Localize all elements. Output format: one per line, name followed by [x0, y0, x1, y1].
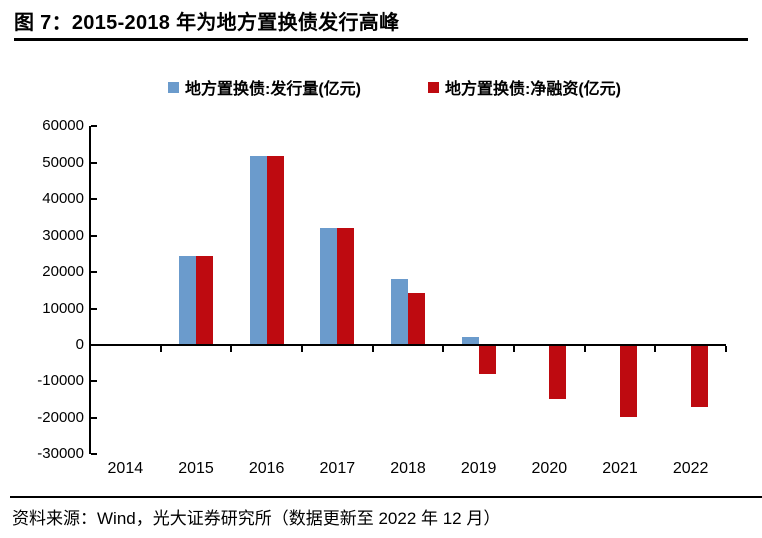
x-axis-category-label: 2014 — [107, 460, 144, 477]
y-axis-tick-mark — [91, 161, 97, 164]
legend-swatch-issuance-icon — [168, 81, 179, 93]
y-axis-tick-label: -20000 — [37, 408, 84, 426]
title-underline — [14, 38, 748, 41]
bar-net-financing-2018 — [408, 293, 425, 345]
y-axis-tick-mark — [91, 198, 97, 201]
y-axis-tick-label: 20000 — [42, 263, 84, 281]
bar-net-financing-2019 — [478, 345, 496, 374]
x-axis-category-label: 2021 — [602, 460, 638, 477]
y-axis-tick-mark — [91, 125, 97, 128]
y-axis-tick-mark — [91, 453, 97, 456]
bar-net-financing-2017 — [337, 227, 355, 345]
legend-swatch-net-financing-icon — [428, 81, 439, 93]
x-axis-category-label: 2015 — [178, 460, 214, 477]
bar-issuance-2017 — [320, 227, 338, 345]
y-axis-tick-label: 50000 — [42, 153, 84, 171]
x-axis-tick-mark — [159, 346, 162, 352]
bar-issuance-2019 — [461, 337, 479, 345]
x-axis-tick-mark — [301, 346, 303, 352]
chart-title: 图 7：2015-2018 年为地方置换债发行高峰 — [14, 12, 400, 34]
x-axis-tick-mark — [513, 346, 515, 352]
x-axis-tick-mark — [89, 346, 91, 352]
bar-net-financing-2016 — [266, 156, 284, 345]
x-axis-category-label: 2017 — [319, 460, 356, 477]
y-axis-tick-mark — [91, 380, 97, 383]
x-axis-category-label: 2022 — [672, 460, 709, 477]
y-axis-tick-label: -30000 — [37, 445, 84, 463]
x-axis-tick-mark — [371, 346, 374, 352]
bar-issuance-2016 — [249, 156, 267, 345]
x-axis-category-label: 2016 — [248, 460, 285, 477]
x-axis-zero-line — [89, 344, 726, 346]
y-axis-tick-mark — [91, 416, 97, 419]
bar-issuance-2015 — [179, 256, 196, 345]
x-axis-tick-mark — [442, 346, 445, 352]
legend-entry-net-financing: 地方置换债:净融资(亿元) — [428, 77, 621, 98]
y-axis-tick-label: 0 — [75, 336, 84, 353]
x-axis-category-label: 2020 — [531, 460, 568, 477]
bar-net-financing-2020 — [549, 345, 567, 399]
bar-net-financing-2015 — [196, 256, 213, 345]
y-axis-tick-mark — [91, 271, 97, 274]
x-axis-tick-mark — [230, 346, 233, 352]
legend-entry-issuance: 地方置换债:发行量(亿元) — [168, 77, 361, 98]
x-axis-tick-mark — [583, 346, 586, 352]
y-axis-tick-label: -10000 — [37, 372, 84, 390]
y-axis-tick-label: 10000 — [42, 299, 84, 317]
x-axis-category-label: 2018 — [390, 460, 426, 477]
bar-issuance-2018 — [391, 279, 408, 345]
y-axis-line — [89, 126, 91, 455]
legend-label-net-financing: 地方置换债:净融资(亿元) — [445, 81, 621, 98]
footer-divider — [10, 496, 762, 498]
y-axis-tick-mark — [91, 234, 97, 237]
x-axis-category-label: 2019 — [460, 460, 497, 477]
y-axis-tick-mark — [91, 307, 97, 310]
legend-label-issuance: 地方置换债:发行量(亿元) — [185, 81, 361, 98]
x-axis-tick-mark — [725, 346, 727, 352]
bar-net-financing-2022 — [690, 345, 708, 407]
x-axis-tick-mark — [654, 346, 657, 352]
data-source-note: 资料来源：Wind，光大证券研究所（数据更新至 2022 年 12 月） — [12, 509, 501, 528]
y-axis-tick-label: 40000 — [42, 190, 84, 208]
bar-net-financing-2021 — [620, 345, 637, 418]
y-axis-tick-label: 60000 — [42, 117, 84, 135]
y-axis-tick-label: 30000 — [42, 226, 84, 244]
